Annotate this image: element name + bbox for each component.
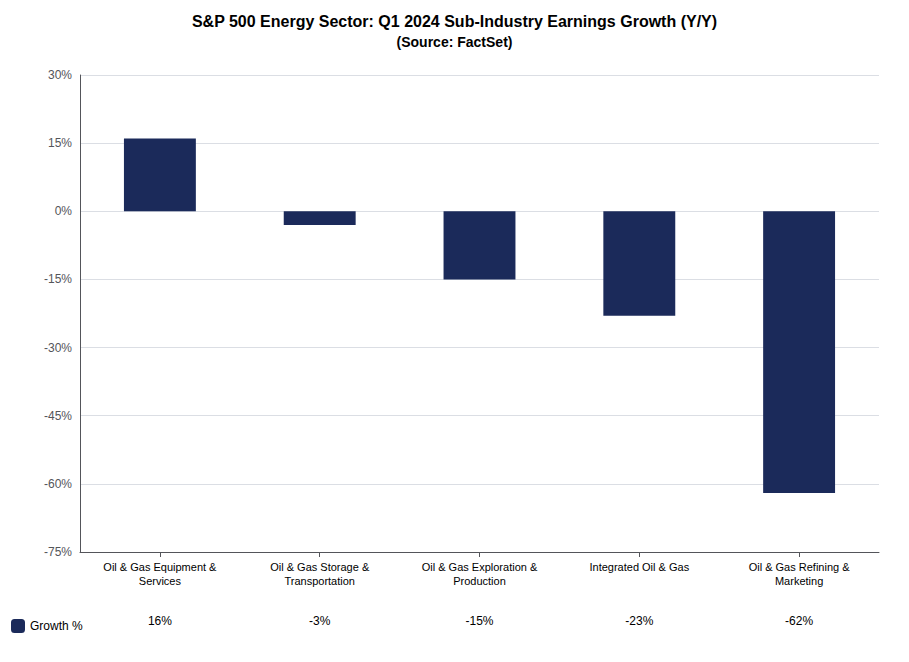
svg-text:-30%: -30% — [44, 341, 72, 355]
svg-text:S&P 500 Energy Sector: Q1 2024: S&P 500 Energy Sector: Q1 2024 Sub-Indus… — [192, 13, 717, 30]
svg-text:Oil & Gas Equipment &: Oil & Gas Equipment & — [103, 561, 217, 573]
svg-text:0%: 0% — [55, 204, 73, 218]
svg-text:16%: 16% — [148, 614, 172, 628]
svg-text:(Source: FactSet): (Source: FactSet) — [397, 34, 513, 50]
svg-text:Growth %: Growth % — [30, 619, 83, 633]
svg-text:-15%: -15% — [465, 614, 493, 628]
svg-text:-60%: -60% — [44, 477, 72, 491]
svg-text:-45%: -45% — [44, 409, 72, 423]
svg-text:Oil & Gas Exploration &: Oil & Gas Exploration & — [422, 561, 538, 573]
svg-text:Services: Services — [139, 575, 182, 587]
svg-text:-23%: -23% — [625, 614, 653, 628]
svg-text:-62%: -62% — [785, 614, 813, 628]
svg-text:-75%: -75% — [44, 545, 72, 559]
svg-text:30%: 30% — [48, 68, 72, 82]
svg-text:-15%: -15% — [44, 272, 72, 286]
svg-text:-3%: -3% — [309, 614, 331, 628]
svg-text:Production: Production — [453, 575, 506, 587]
svg-text:Oil & Gas Refining &: Oil & Gas Refining & — [749, 561, 851, 573]
svg-text:Transportation: Transportation — [284, 575, 355, 587]
svg-text:Oil & Gas Storage &: Oil & Gas Storage & — [270, 561, 370, 573]
svg-text:Marketing: Marketing — [775, 575, 823, 587]
svg-text:Integrated Oil & Gas: Integrated Oil & Gas — [589, 561, 689, 573]
svg-text:15%: 15% — [48, 136, 72, 150]
